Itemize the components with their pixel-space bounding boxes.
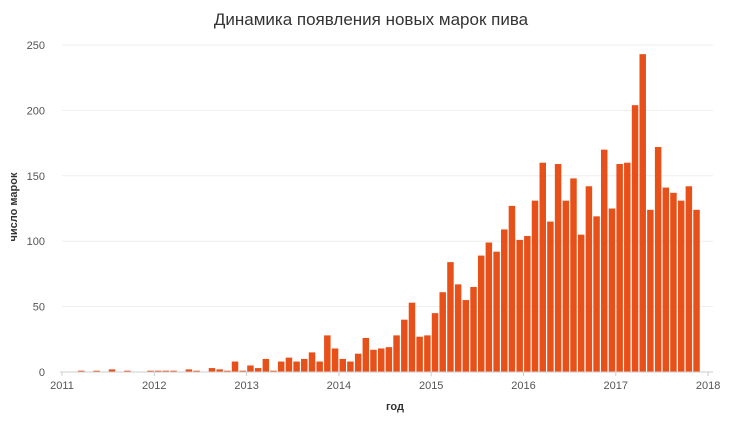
bar [339,358,346,372]
bar [547,221,554,372]
bar [562,200,570,372]
y-tick-label: 50 [33,302,45,314]
bar [616,164,623,372]
x-axis-ticks: 2011 2012 2013 2014 2015 2016 2017 2018 [50,372,720,392]
bar [531,200,539,372]
bar [277,361,285,372]
bar [193,370,200,372]
bar [516,239,523,372]
bar [401,319,408,372]
bar [524,235,531,372]
bar [270,370,277,372]
bar [470,286,477,372]
y-tick-label: 0 [39,367,45,379]
bar [308,352,316,372]
bar [493,251,500,372]
bar [585,186,593,372]
x-tick-label: 2017 [604,380,628,392]
bar [377,348,385,372]
bar [154,370,162,372]
bar [170,370,177,372]
bar [285,357,293,372]
bar [147,370,154,372]
bar [208,368,216,372]
x-tick-label: 2018 [696,380,720,392]
y-axis-ticks: 0 50 100 150 200 250 [27,40,45,379]
x-tick-label: 2014 [327,380,351,392]
bar [239,370,247,372]
bar [554,164,562,372]
bar [600,149,608,372]
bar [631,105,639,372]
bar [124,370,131,372]
bar [262,358,270,372]
bar [370,349,377,372]
bar [662,187,670,372]
x-tick-label: 2012 [142,380,166,392]
y-axis-label: число марок [8,172,20,241]
y-tick-label: 150 [27,171,45,183]
bar [477,255,485,372]
y-tick-label: 200 [27,105,45,117]
bar [185,369,193,372]
bar [78,370,85,372]
bar [331,348,339,372]
y-tick-label: 250 [27,40,45,52]
bar [416,336,423,372]
x-tick-label: 2016 [511,380,535,392]
bar [216,369,223,372]
bar [447,262,454,372]
bar [462,300,470,372]
bar [647,209,654,372]
bar [654,147,662,372]
x-axis-label: год [386,401,404,413]
bar [385,347,393,372]
bar [424,335,431,372]
bar [539,162,547,372]
bar [362,337,370,372]
bar [593,216,600,372]
bar [693,209,700,372]
bar [577,234,585,372]
bar [508,205,516,372]
bar [677,200,685,372]
bars [78,54,700,372]
y-tick-label: 100 [27,236,45,248]
bar [670,192,677,372]
bar [431,313,439,372]
bar [624,162,631,372]
bar [324,335,331,372]
bar [570,178,577,372]
bar [293,361,300,372]
bar [639,54,646,372]
bar [247,365,254,372]
bar [439,292,446,372]
x-tick-label: 2015 [419,380,443,392]
bar [224,370,231,372]
bar [162,370,170,372]
bar [608,208,616,372]
bar [454,284,462,372]
bar [408,302,416,372]
bar [501,229,508,372]
grid-lines [62,44,713,308]
bar [254,368,262,372]
bar [108,369,116,372]
x-tick-label: 2011 [50,380,74,392]
bar [347,361,354,372]
chart-title: Динамика появления новых марок пива [214,10,529,29]
bar [316,361,323,372]
x-tick-label: 2013 [234,380,258,392]
bar [301,358,308,372]
bar [685,186,693,372]
bar [485,242,493,372]
bar [231,361,239,372]
bar [393,335,400,372]
bar [93,370,100,372]
bar [354,353,362,372]
